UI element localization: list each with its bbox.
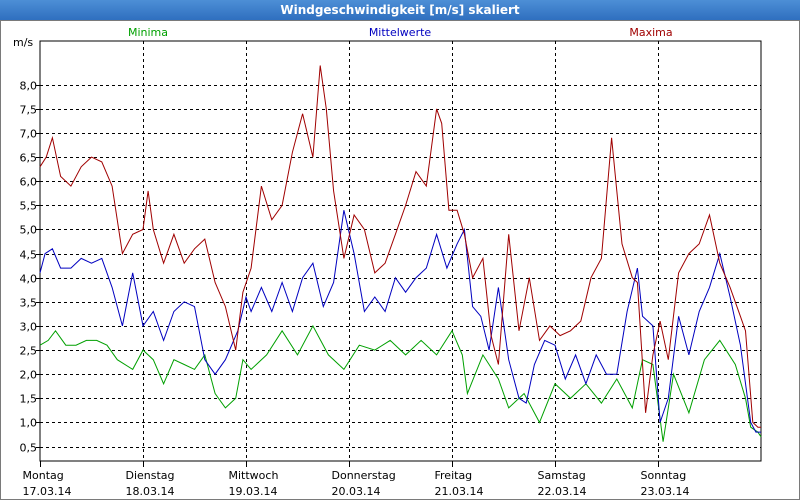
series-line-minima — [39, 324, 762, 442]
x-tick-label-date: 18.03.14 — [126, 485, 175, 498]
y-tick-label: 2,0 — [20, 369, 38, 382]
x-tick-label-date: 23.03.14 — [641, 485, 690, 498]
x-tick-label-date: 17.03.14 — [23, 485, 72, 498]
y-tick-label: 5,5 — [20, 200, 38, 213]
y-tick-label: 1,5 — [20, 393, 38, 406]
wind-speed-chart: 0,5 1,0 1,5 2,0 2,5 3,0 3,5 4,0 4,5 5,0 5,5 6,0 6,5 7… — [13, 26, 762, 498]
x-tick-label-day: Dienstag — [126, 469, 175, 482]
x-tick-label-day: Freitag — [435, 469, 473, 482]
y-tick-label: 1,0 — [20, 417, 38, 430]
y-tick-label: 6,5 — [20, 152, 38, 165]
y-tick-label: 3,0 — [20, 321, 38, 334]
y-tick-label: 2,5 — [20, 345, 38, 358]
x-tick-label-day: Mittwoch — [229, 469, 279, 482]
x-tick-label-date: 19.03.14 — [229, 485, 278, 498]
x-tick-label-date: 22.03.14 — [538, 485, 587, 498]
legend-entry-mittelwerte: Mittelwerte — [369, 26, 432, 39]
legend-entry-maxima: Maxima — [629, 26, 672, 39]
legend-entry-minima: Minima — [128, 26, 168, 39]
chart-panel: 0,5 1,0 1,5 2,0 2,5 3,0 3,5 4,0 4,5 5,0 5,5 6,0 6,5 7… — [0, 20, 800, 500]
series-line-maxima — [39, 65, 761, 428]
y-axis-label: m/s — [13, 36, 33, 49]
x-tick-label-day: Donnerstag — [332, 469, 396, 482]
y-tick-label: 8,0 — [20, 80, 38, 93]
y-tick-label: 0,5 — [20, 442, 38, 455]
y-tick-label: 4,5 — [20, 249, 38, 262]
y-tick-label: 6,0 — [20, 176, 38, 189]
y-tick-label: 7,0 — [20, 128, 38, 141]
series-line-mittelwerte — [39, 210, 761, 433]
x-tick-label-date: 21.03.14 — [435, 485, 484, 498]
x-tick-label-day: Sonntag — [641, 469, 687, 482]
y-tick-label: 3,5 — [20, 297, 38, 310]
y-tick-label: 5,0 — [20, 224, 38, 237]
y-tick-label: 4,0 — [20, 273, 38, 286]
x-tick-label-date: 20.03.14 — [332, 485, 381, 498]
window-title: Windgeschwindigkeit [m/s] skaliert — [0, 0, 800, 20]
y-tick-label: 7,5 — [20, 104, 38, 117]
x-tick-label-day: Samstag — [538, 469, 586, 482]
x-tick-label-day: Montag — [23, 469, 64, 482]
